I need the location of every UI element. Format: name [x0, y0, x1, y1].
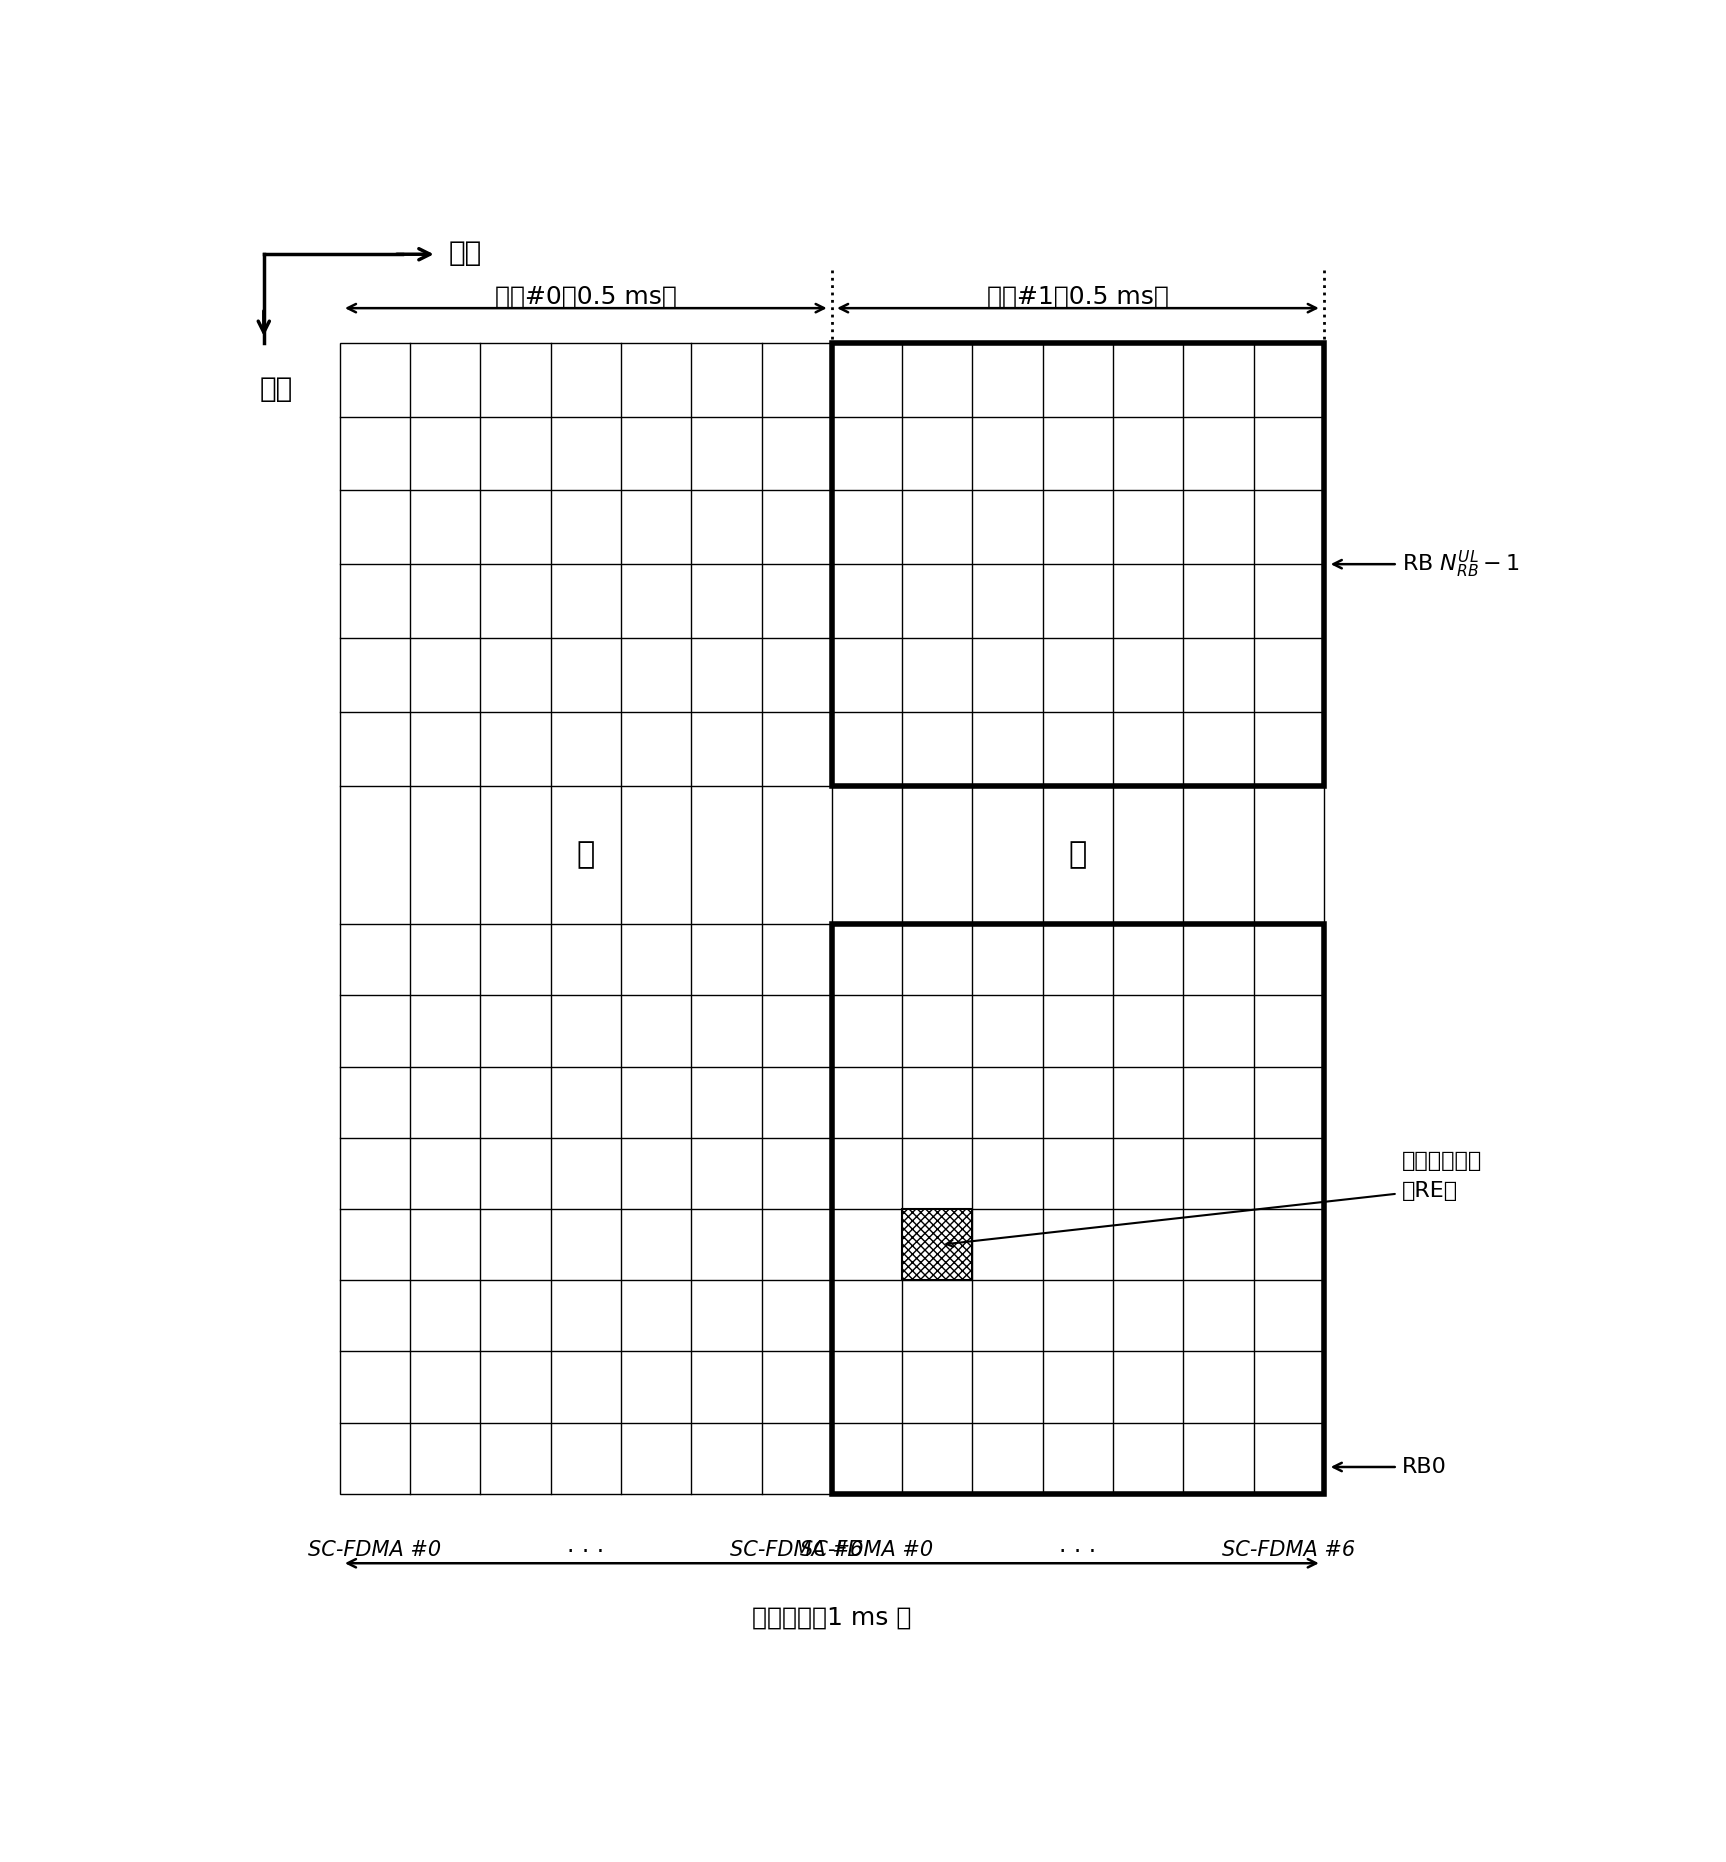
Text: SC-FDMA #6: SC-FDMA #6 — [1222, 1540, 1355, 1560]
Text: 时间: 时间 — [449, 238, 482, 266]
Text: RB $N_{RB}^{UL}-1$: RB $N_{RB}^{UL}-1$ — [1402, 549, 1519, 579]
Text: 频率: 频率 — [261, 374, 293, 402]
Text: 一个子帧（1 ms ）: 一个子帧（1 ms ） — [753, 1605, 911, 1629]
Text: RB0: RB0 — [1402, 1456, 1446, 1477]
Text: SC-FDMA #0: SC-FDMA #0 — [801, 1540, 934, 1560]
Text: · · ·: · · · — [1060, 1540, 1096, 1564]
Text: （RE）: （RE） — [1402, 1181, 1458, 1201]
Text: 一个资源元素: 一个资源元素 — [1402, 1151, 1481, 1171]
Text: ：: ： — [1068, 840, 1087, 870]
Text: SC-FDMA #6: SC-FDMA #6 — [730, 1540, 863, 1560]
Text: 时隔#1（0.5 ms）: 时隔#1（0.5 ms） — [987, 285, 1169, 307]
Text: 时隔#0（0.5 ms）: 时隔#0（0.5 ms） — [495, 285, 677, 307]
Bar — [832, 343, 1324, 786]
Bar — [340, 343, 1324, 1493]
Bar — [832, 924, 1324, 1493]
Bar — [903, 1208, 972, 1281]
Text: SC-FDMA #0: SC-FDMA #0 — [309, 1540, 442, 1560]
Text: ：: ： — [576, 840, 595, 870]
Text: · · ·: · · · — [568, 1540, 604, 1564]
